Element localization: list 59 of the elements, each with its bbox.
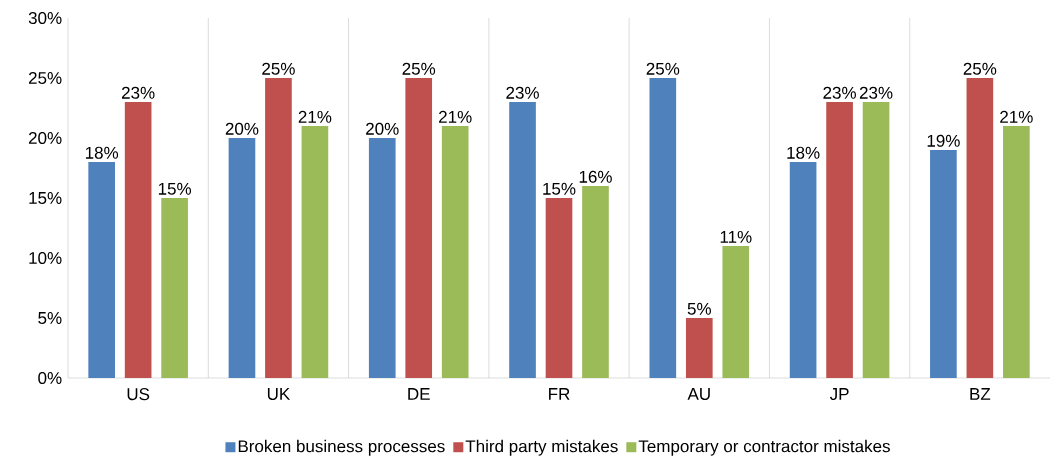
bar bbox=[826, 102, 853, 378]
bar bbox=[966, 78, 994, 378]
data-label: 20% bbox=[366, 122, 399, 135]
bar bbox=[722, 246, 750, 378]
bar bbox=[265, 78, 292, 378]
x-tick-label: US bbox=[127, 388, 150, 401]
bar bbox=[368, 138, 396, 378]
y-tick-label: 25% bbox=[28, 71, 62, 85]
y-tick-label: 15% bbox=[29, 192, 62, 204]
data-label: 23% bbox=[859, 86, 893, 99]
x-tick-label: FR bbox=[549, 388, 570, 400]
bar bbox=[545, 198, 573, 378]
data-label: 21% bbox=[298, 110, 332, 123]
data-label: 15% bbox=[158, 182, 192, 195]
data-label: 25% bbox=[262, 62, 295, 75]
legend-label: Broken business processes bbox=[238, 439, 445, 456]
y-tick-label: 0% bbox=[38, 371, 62, 385]
bar bbox=[862, 102, 890, 378]
x-tick-label: BZ bbox=[970, 388, 991, 400]
data-label: 16% bbox=[579, 170, 612, 183]
data-label: 25% bbox=[646, 62, 680, 75]
bar bbox=[161, 198, 188, 378]
data-label: 15% bbox=[543, 182, 576, 195]
bar bbox=[649, 78, 677, 378]
bar bbox=[301, 126, 329, 378]
y-tick-label: 30% bbox=[28, 11, 62, 25]
data-label: 18% bbox=[787, 146, 820, 159]
bar bbox=[582, 186, 609, 378]
bar bbox=[685, 318, 713, 378]
legend-label: Third party mistakes bbox=[465, 439, 618, 456]
bar bbox=[88, 162, 115, 378]
data-label: 19% bbox=[927, 134, 960, 147]
data-label: 23% bbox=[823, 86, 856, 99]
x-tick-label: AU bbox=[687, 388, 710, 400]
bar bbox=[124, 102, 152, 378]
bar bbox=[789, 162, 817, 378]
y-tick-label: 20% bbox=[28, 131, 62, 145]
bar bbox=[228, 138, 256, 378]
data-label: 23% bbox=[121, 86, 155, 99]
x-tick-label: UK bbox=[267, 388, 291, 400]
x-tick-label: DE bbox=[408, 388, 430, 400]
data-label: 20% bbox=[225, 122, 259, 135]
data-label: 11% bbox=[720, 230, 752, 243]
x-tick-label: JP bbox=[829, 388, 849, 400]
y-tick-label: 10% bbox=[29, 251, 62, 265]
bar bbox=[441, 126, 469, 378]
data-label: 5% bbox=[687, 302, 711, 315]
data-label: 23% bbox=[506, 86, 539, 99]
data-label: 21% bbox=[1000, 110, 1033, 123]
bar bbox=[1003, 126, 1030, 378]
data-label: 25% bbox=[963, 62, 997, 75]
data-label: 21% bbox=[439, 110, 472, 123]
bar bbox=[405, 78, 433, 378]
data-label: 18% bbox=[85, 146, 119, 159]
bar bbox=[509, 102, 536, 378]
legend-label: Temporary or contractor mistakes bbox=[638, 439, 890, 456]
y-tick-label: 5% bbox=[38, 312, 62, 324]
data-label: 25% bbox=[402, 62, 436, 75]
bar bbox=[930, 150, 957, 378]
